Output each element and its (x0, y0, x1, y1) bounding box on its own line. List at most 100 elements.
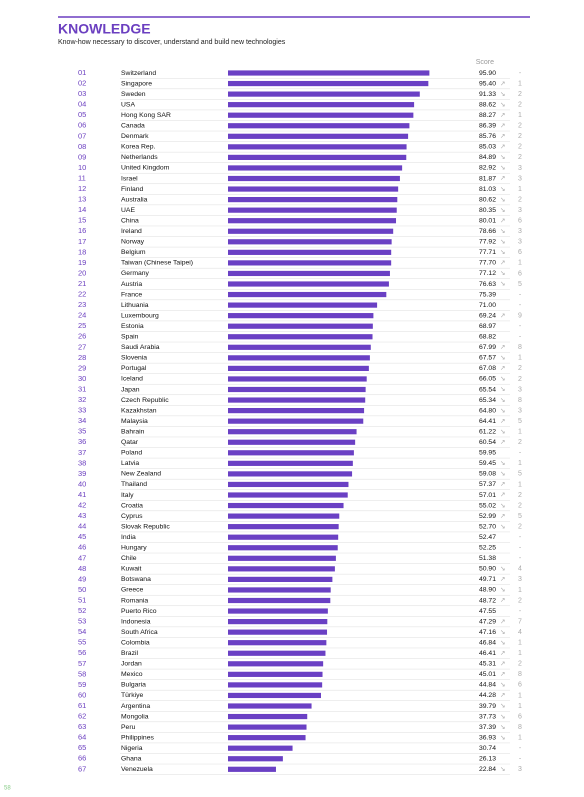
trend-arrow: ↗ (500, 344, 505, 351)
score: 65.34 (479, 397, 496, 404)
rank-change: - (519, 534, 522, 541)
score-bar (228, 70, 430, 76)
rank-change: 1 (518, 587, 522, 594)
rank-change: - (519, 555, 522, 562)
score: 59.45 (479, 460, 496, 467)
score-bar (228, 439, 356, 445)
country: China (121, 217, 139, 224)
rank-change: 3 (518, 576, 522, 583)
score: 37.73 (479, 713, 496, 720)
score: 30.74 (479, 745, 496, 752)
score-bar (228, 344, 371, 350)
country: Romania (121, 597, 148, 604)
rank-change: 1 (518, 460, 522, 467)
trend-arrow: ↘ (500, 186, 505, 193)
score: 88.62 (479, 101, 496, 108)
trend-arrow: ↗ (500, 618, 505, 625)
country: Greece (121, 587, 144, 594)
rank: 03 (78, 89, 86, 98)
trend-arrow: ↗ (500, 671, 505, 678)
rank-change: 3 (518, 239, 522, 246)
trend-arrow: ↘ (500, 397, 505, 404)
rank: 23 (78, 300, 86, 309)
rank: 34 (78, 416, 86, 425)
trend-arrow: ↗ (500, 650, 505, 657)
rank-change: 1 (518, 734, 522, 741)
score-bar (228, 766, 276, 772)
rank-change: 2 (518, 154, 522, 161)
rank: 50 (78, 585, 86, 594)
country: Thailand (121, 481, 147, 488)
rank-change: 1 (518, 703, 522, 710)
rank: 22 (78, 290, 86, 299)
country: Mexico (121, 671, 143, 678)
country: Puerto Rico (121, 608, 157, 615)
score-bar (228, 576, 333, 582)
country: Latvia (121, 460, 139, 467)
rank: 45 (78, 532, 86, 541)
score: 59.08 (479, 471, 496, 478)
score-bar (228, 597, 331, 604)
score-bar (228, 408, 365, 414)
score-bar (228, 650, 326, 656)
trend-arrow: ↘ (500, 734, 505, 741)
score: 81.87 (479, 175, 496, 182)
trend-arrow: ↘ (500, 196, 505, 203)
trend-arrow: ↘ (500, 587, 505, 594)
rank-change: 2 (518, 101, 522, 108)
score: 22.84 (479, 766, 496, 773)
trend-arrow: ↘ (500, 101, 505, 108)
score-bar (228, 165, 403, 171)
country: Canada (121, 123, 145, 130)
score-bar (228, 355, 370, 361)
rank-change: 6 (518, 682, 522, 689)
rank: 24 (78, 311, 86, 320)
rank: 31 (78, 384, 86, 393)
rank: 56 (78, 648, 86, 657)
country: Slovenia (121, 355, 147, 362)
score: 26.13 (479, 756, 496, 763)
rank-change: 5 (518, 418, 522, 425)
rank: 37 (78, 448, 86, 457)
rank-change: 1 (518, 80, 522, 87)
country: Spain (121, 334, 139, 341)
score-bar (228, 555, 336, 561)
country: Kazakhstan (121, 407, 157, 414)
score: 51.38 (479, 555, 496, 562)
rank-change: 3 (518, 207, 522, 214)
trend-arrow: ↗ (500, 481, 505, 488)
score-bar (228, 323, 373, 329)
score-bar (228, 587, 331, 593)
rank: 58 (78, 669, 86, 678)
score: 66.05 (479, 376, 496, 383)
score: 64.80 (479, 407, 496, 414)
rank-change: 2 (518, 133, 522, 140)
score: 77.92 (479, 239, 496, 246)
rank-change: 2 (518, 439, 522, 446)
score-bar (228, 281, 389, 287)
trend-arrow: ↗ (500, 80, 505, 87)
score: 67.08 (479, 365, 496, 372)
score: 52.25 (479, 545, 496, 552)
score: 84.89 (479, 154, 496, 161)
rank: 20 (78, 268, 86, 277)
score-bar (228, 724, 307, 730)
rank: 18 (78, 247, 86, 256)
rank-change: 4 (518, 629, 522, 636)
rank-change: 2 (518, 144, 522, 151)
score: 57.01 (479, 492, 496, 499)
trend-arrow: ↘ (500, 91, 505, 98)
score-bar (228, 692, 321, 699)
rank: 07 (78, 131, 86, 140)
score-bar (228, 228, 394, 234)
trend-arrow: ↗ (500, 492, 505, 499)
rank: 38 (78, 458, 86, 467)
trend-arrow: ↘ (500, 239, 505, 246)
score: 85.76 (479, 133, 496, 140)
rank: 40 (78, 479, 86, 488)
rank: 10 (78, 163, 86, 172)
score: 44.28 (479, 692, 496, 699)
score: 71.00 (479, 302, 496, 309)
trend-arrow: ↘ (500, 639, 505, 646)
rank: 06 (78, 121, 86, 130)
